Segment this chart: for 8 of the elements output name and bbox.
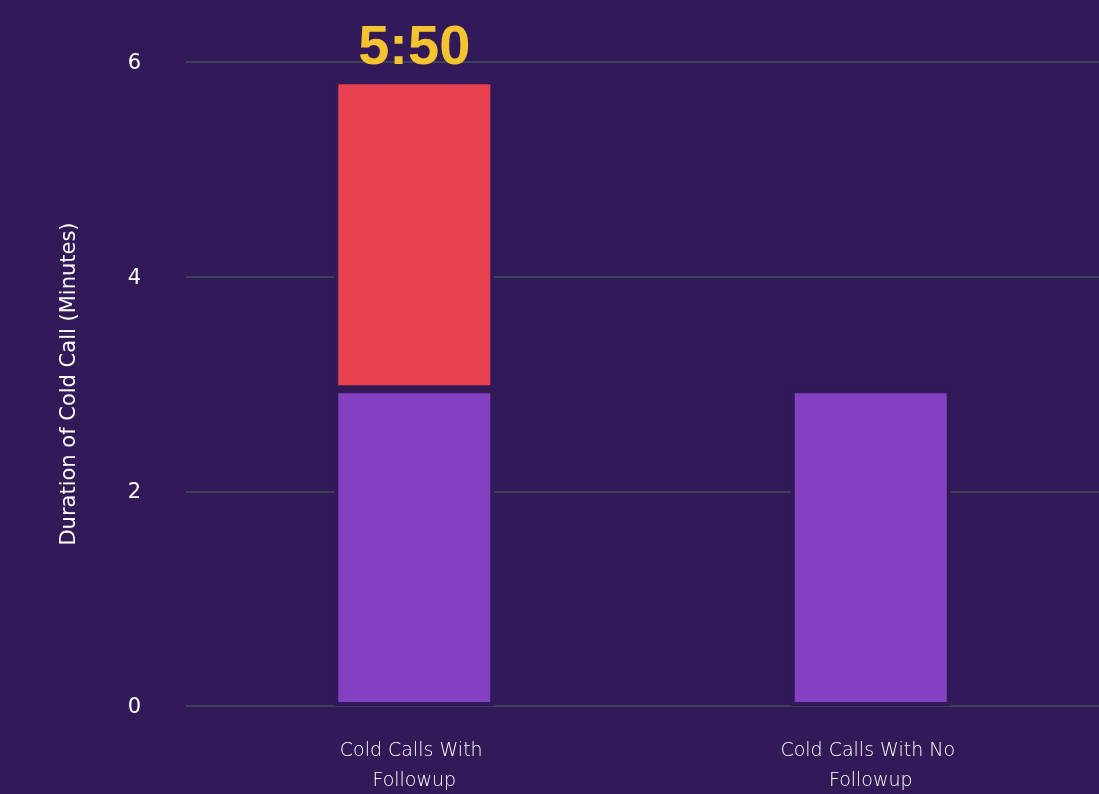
y-tick-label: 6	[127, 50, 141, 74]
y-axis-title: Duration of Cold Call (Minutes)	[55, 222, 80, 546]
y-tick-label: 0	[127, 694, 141, 718]
x-tick-label: Cold Calls With Followup	[339, 738, 489, 790]
y-tick-label: 4	[127, 264, 141, 289]
x-tick-label: Cold Calls With No Followup	[780, 738, 962, 790]
y-tick-label: 2	[127, 479, 141, 504]
annotation: 5:50	[358, 12, 471, 76]
